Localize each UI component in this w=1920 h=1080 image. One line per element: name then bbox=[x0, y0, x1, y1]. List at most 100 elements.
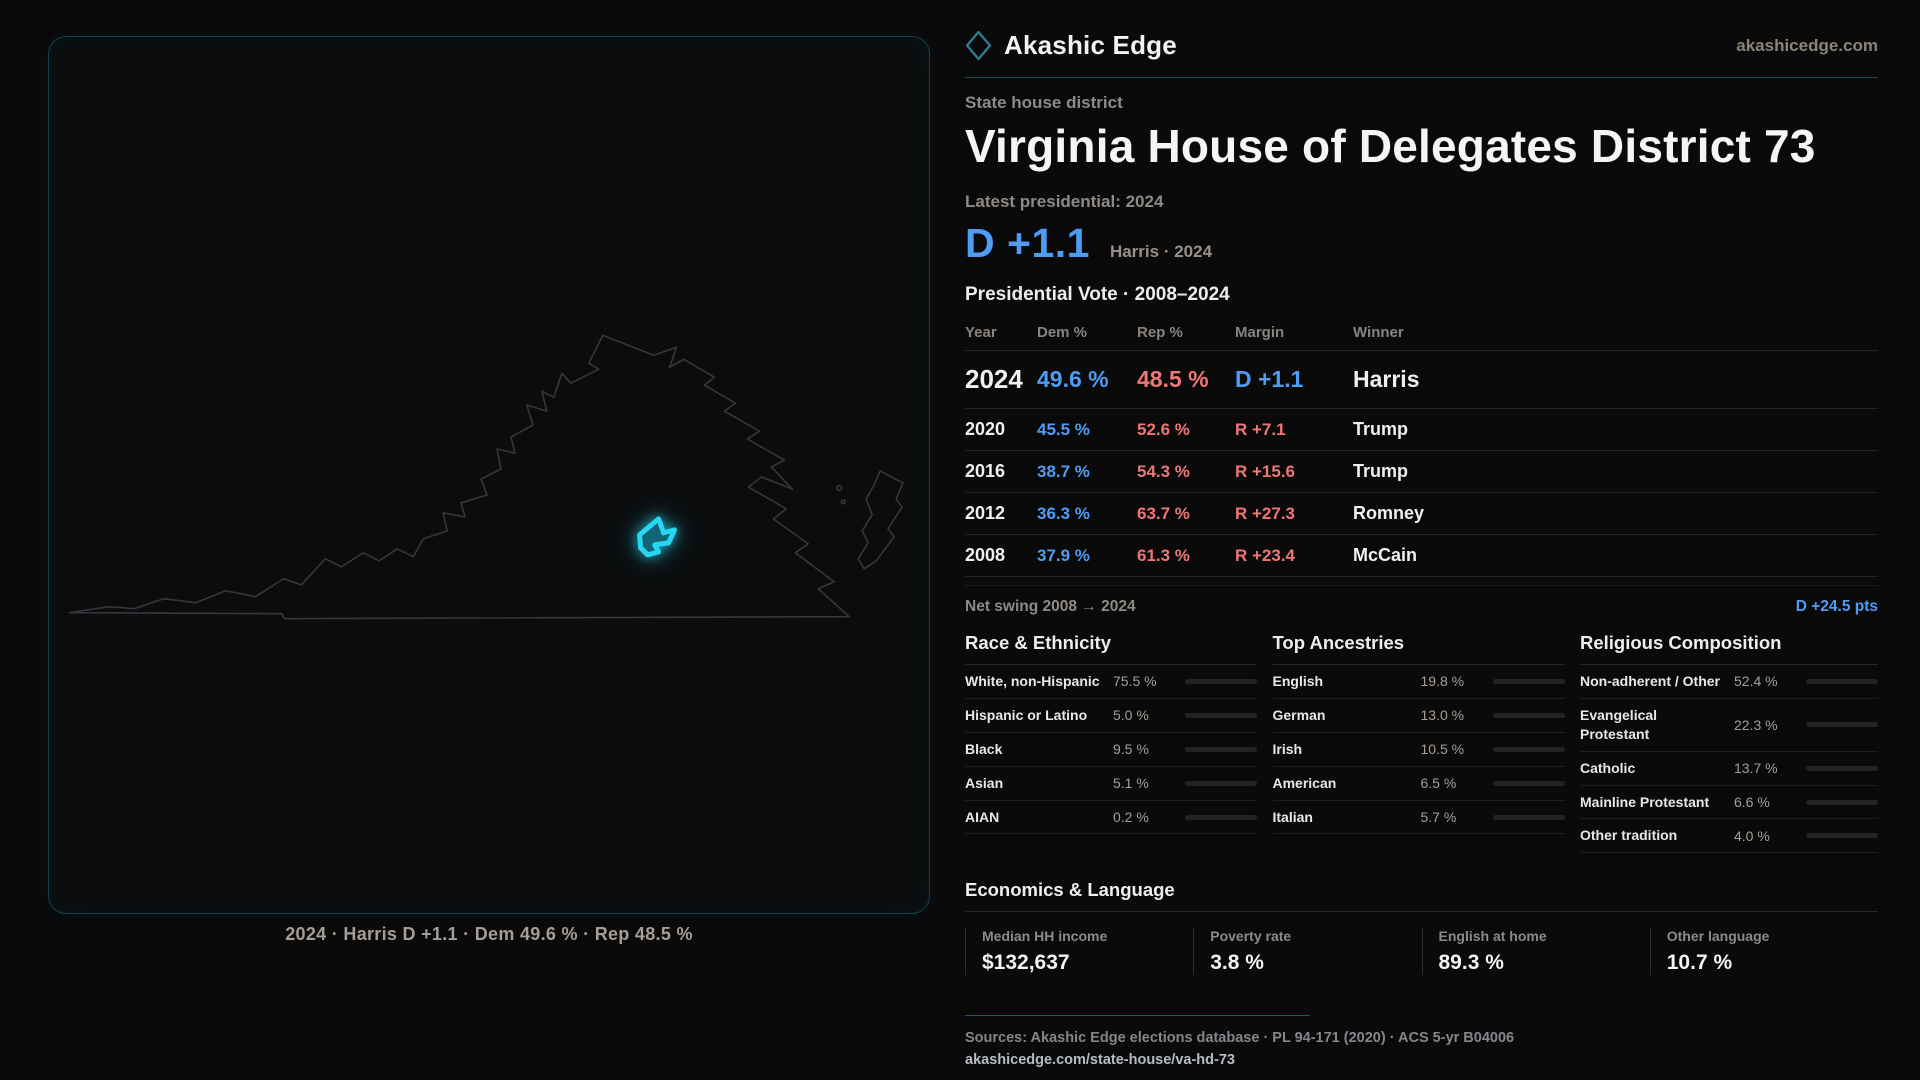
cell-rep: 54.3 % bbox=[1137, 461, 1190, 481]
item-label: Other tradition bbox=[1580, 827, 1678, 844]
section-title: Religious Composition bbox=[1580, 632, 1878, 665]
item-label: White, non-Hispanic bbox=[965, 673, 1100, 689]
sources-line: Sources: Akashic Edge elections database… bbox=[965, 1030, 1515, 1047]
cell-dem: 38.7 % bbox=[1037, 461, 1090, 481]
presidential-vote-table: Year Dem % Rep % Margin Winner 2024 49.6… bbox=[965, 318, 1878, 586]
table-row: 2024 49.6 % 48.5 % D +1.1 Harris bbox=[965, 351, 1878, 409]
col-header-winner: Winner bbox=[1353, 324, 1404, 341]
stat-value: 89.3 % bbox=[1438, 951, 1504, 975]
top-ancestries-section: Top Ancestries English 19.8 % German 13.… bbox=[1272, 632, 1565, 853]
net-swing-value: D +24.5 pts bbox=[1795, 598, 1878, 615]
stat-median-hh-income: Median HH income $132,637 bbox=[965, 928, 1193, 976]
item-bar bbox=[1492, 678, 1565, 684]
eastern-shore-outline bbox=[857, 470, 904, 570]
cell-margin: R +23.4 bbox=[1235, 545, 1296, 565]
latest-presidential-label: Latest presidential: 2024 bbox=[965, 192, 1164, 211]
report-content: Akashic Edge akashicedge.com State house… bbox=[965, 0, 1878, 1068]
table-row: 2020 45.5 % 52.6 % R +7.1 Trump bbox=[965, 409, 1878, 451]
permalink[interactable]: akashicedge.com/state-house/va-hd-73 bbox=[965, 1052, 1235, 1069]
item-label: Mainline Protestant bbox=[1580, 793, 1710, 810]
table-header-row: Year Dem % Rep % Margin Winner bbox=[965, 318, 1878, 351]
item-label: English bbox=[1272, 673, 1324, 689]
item-bar bbox=[1492, 814, 1565, 820]
list-item: Evangelical Protestant 22.3 % bbox=[1580, 699, 1878, 752]
item-value: 13.7 % bbox=[1734, 760, 1778, 777]
list-item: Black 9.5 % bbox=[965, 733, 1257, 767]
cell-year: 2024 bbox=[965, 364, 1023, 394]
list-item: English 19.8 % bbox=[1272, 665, 1565, 699]
cell-winner: Trump bbox=[1353, 419, 1409, 439]
item-label: Hispanic or Latino bbox=[965, 706, 1088, 723]
brand-domain-link[interactable]: akashicedge.com bbox=[1736, 35, 1878, 55]
item-value: 22.3 % bbox=[1734, 716, 1778, 733]
stat-label: Other language bbox=[1666, 928, 1770, 945]
item-value: 52.4 % bbox=[1734, 673, 1778, 690]
item-value: 10.5 % bbox=[1420, 741, 1465, 758]
cell-year: 2008 bbox=[965, 545, 1006, 565]
table-row: 2008 37.9 % 61.3 % R +23.4 McCain bbox=[965, 535, 1878, 577]
stat-other-language: Other language 10.7 % bbox=[1649, 928, 1878, 976]
col-header-dem: Dem % bbox=[1037, 324, 1088, 341]
list-item: Italian 5.7 % bbox=[1272, 801, 1565, 835]
item-label: Asian bbox=[965, 774, 1004, 791]
list-item: Non-adherent / Other 52.4 % bbox=[1580, 665, 1878, 699]
item-bar bbox=[1492, 780, 1565, 786]
cell-dem: 49.6 % bbox=[1037, 366, 1109, 392]
list-item: German 13.0 % bbox=[1272, 699, 1565, 733]
economics-stats: Median HH income $132,637 Poverty rate 3… bbox=[965, 928, 1878, 976]
diamond-logo-icon bbox=[965, 30, 992, 61]
cell-dem: 45.5 % bbox=[1037, 419, 1090, 439]
section-title: Race & Ethnicity bbox=[965, 632, 1257, 665]
table-row: 2012 36.3 % 63.7 % R +27.3 Romney bbox=[965, 493, 1878, 535]
report-header: Akashic Edge akashicedge.com bbox=[965, 0, 1878, 61]
item-bar bbox=[1185, 712, 1257, 718]
item-value: 6.5 % bbox=[1420, 775, 1457, 792]
list-item: Catholic 13.7 % bbox=[1580, 752, 1878, 786]
table-bottom-divider bbox=[965, 585, 1878, 586]
stat-poverty-rate: Poverty rate 3.8 % bbox=[1193, 928, 1421, 976]
stat-label: Poverty rate bbox=[1210, 928, 1292, 945]
list-item: Other tradition 4.0 % bbox=[1580, 819, 1878, 854]
item-value: 9.5 % bbox=[1113, 741, 1149, 758]
stat-value: 3.8 % bbox=[1210, 951, 1264, 975]
item-label: German bbox=[1272, 706, 1326, 723]
item-value: 5.0 % bbox=[1113, 707, 1149, 724]
item-value: 5.1 % bbox=[1113, 775, 1149, 792]
item-value: 6.6 % bbox=[1734, 794, 1770, 810]
cell-dem: 37.9 % bbox=[1037, 545, 1090, 565]
item-bar bbox=[1806, 678, 1878, 684]
stat-value: 10.7 % bbox=[1666, 951, 1733, 975]
list-item: White, non-Hispanic 75.5 % bbox=[965, 665, 1257, 699]
header-divider bbox=[965, 77, 1878, 78]
headline-margin-context: Harris · 2024 bbox=[1109, 242, 1213, 261]
brand-name: Akashic Edge bbox=[1004, 30, 1177, 60]
virginia-state-outline bbox=[69, 334, 850, 620]
cell-winner: Trump bbox=[1353, 461, 1409, 481]
section-title: Top Ancestries bbox=[1272, 632, 1565, 665]
item-bar bbox=[1806, 722, 1878, 728]
headline-margin-row: D +1.1 Harris · 2024 bbox=[965, 220, 1878, 267]
stat-value: $132,637 bbox=[982, 951, 1070, 975]
col-header-year: Year bbox=[965, 324, 997, 341]
table-row: 2016 38.7 % 54.3 % R +15.6 Trump bbox=[965, 451, 1878, 493]
item-value: 5.7 % bbox=[1420, 809, 1457, 825]
item-bar bbox=[1806, 799, 1878, 805]
district-73-shape bbox=[637, 516, 678, 558]
item-label: Italian bbox=[1272, 808, 1313, 825]
brand: Akashic Edge bbox=[965, 30, 1177, 61]
cell-margin: D +1.1 bbox=[1235, 366, 1304, 392]
item-value: 4.0 % bbox=[1734, 827, 1770, 844]
item-bar bbox=[1185, 814, 1257, 820]
list-item: Irish 10.5 % bbox=[1272, 733, 1565, 767]
cell-margin: R +27.3 bbox=[1235, 503, 1296, 523]
footer-divider bbox=[965, 1015, 1310, 1017]
net-swing-label: Net swing 2008 → 2024 bbox=[965, 598, 1136, 615]
cell-year: 2016 bbox=[965, 461, 1006, 481]
item-bar bbox=[1185, 746, 1257, 752]
item-label: AIAN bbox=[965, 808, 1000, 825]
item-value: 19.8 % bbox=[1420, 673, 1465, 690]
economics-section-title: Economics & Language bbox=[965, 879, 1878, 913]
state-map-panel bbox=[48, 36, 930, 914]
cell-rep: 48.5 % bbox=[1137, 366, 1209, 392]
